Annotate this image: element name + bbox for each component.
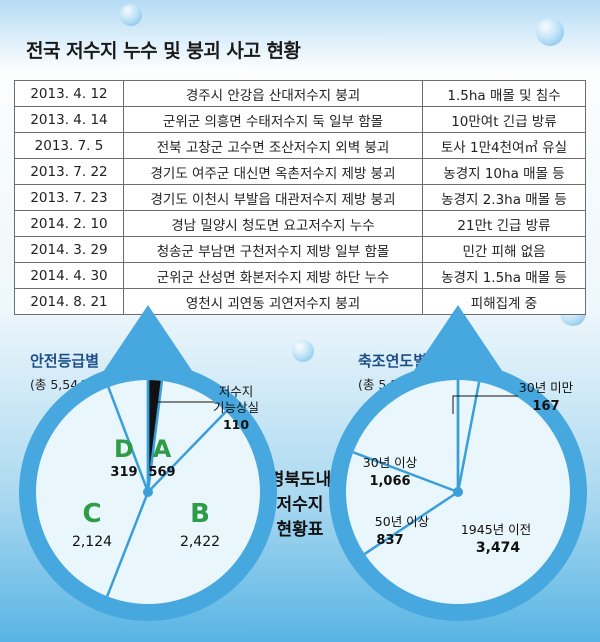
center-title-line: 현황표 <box>276 520 324 540</box>
pie-slice-label: 30년 이상 <box>363 455 418 470</box>
incident-damage: 농경지 2.3ha 매몰 등 <box>422 184 586 211</box>
pie-value-label: 2,124 <box>72 534 112 550</box>
pie-slice-label: D <box>114 435 134 463</box>
incident-table: 2013. 4. 12 경주시 안강읍 산대저수지 붕괴 1.5ha 매몰 및 침수… <box>14 80 586 315</box>
pie-slice-label: C <box>82 499 101 529</box>
incident-description: 경기도 여주군 대신면 옥촌저수지 제방 붕괴 <box>123 158 423 185</box>
pie-center-dot <box>453 487 463 497</box>
center-title-line: 경북도내 <box>268 470 332 490</box>
year-chart-title: 축조연도별 <box>358 352 428 370</box>
pie-slice-divider <box>107 386 150 493</box>
pie-value-label: 2,422 <box>180 534 220 550</box>
pie-slice-label: B <box>190 499 210 529</box>
pie-value-label: 167 <box>532 399 559 414</box>
pie-value-label: 1,066 <box>369 474 410 489</box>
incident-description: 경기도 이천시 부발읍 대관저수지 제방 붕괴 <box>123 184 423 211</box>
pie-slice-label: 1945년 이전 <box>461 522 531 537</box>
pie-center-dot <box>143 487 153 497</box>
table-row: 2013. 7. 5 전북 고창군 고수면 조산저수지 외벽 붕괴 토사 1만4천여… <box>14 132 586 159</box>
pie-value-label: 3,474 <box>476 540 521 556</box>
table-row: 2013. 7. 23 경기도 이천시 부발읍 대관저수지 제방 붕괴 농경지 2.… <box>14 184 586 211</box>
incident-description: 경주시 안강읍 산대저수지 붕괴 <box>123 80 423 107</box>
annotation-leader <box>151 401 214 420</box>
incident-damage: 1.5ha 매몰 및 침수 <box>422 80 586 107</box>
incident-date: 2013. 4. 14 <box>14 106 124 133</box>
table-row: 2013. 7. 22 경기도 여주군 대신면 옥촌저수지 제방 붕괴 농경지 10… <box>14 158 586 185</box>
table-row: 2014. 4. 30 군위군 산성면 화본저수지 제방 하단 누수 농경지 1.5… <box>14 262 586 289</box>
pie-slice-label: 30년 미만 <box>519 380 574 395</box>
pie-slice-divider <box>456 381 481 493</box>
grade-chart-title: 안전등급별 <box>30 352 100 370</box>
pie-value-label: 569 <box>148 465 175 480</box>
water-drop-decoration <box>536 18 564 46</box>
pie-value-label: 110 <box>223 417 249 432</box>
annotation-text: 저수지 <box>219 384 254 399</box>
table-row: 2013. 4. 14 군위군 의흥면 수태저수지 둑 일부 함몰 10만여t 긴급… <box>14 106 586 133</box>
water-drop-decoration <box>120 4 142 26</box>
incident-description: 군위군 의흥면 수태저수지 둑 일부 함몰 <box>123 106 423 133</box>
water-drop-decoration <box>292 340 314 362</box>
annotation-leader <box>452 395 518 414</box>
incident-date: 2013. 7. 5 <box>14 132 124 159</box>
incident-date: 2013. 7. 22 <box>14 158 124 185</box>
incident-damage: 토사 1만4천여㎥ 유실 <box>422 132 586 159</box>
table-row: 2014. 2. 10 경남 밀양시 청도면 요고저수지 누수 21만t 긴급 방류 <box>14 210 586 237</box>
table-row: 2014. 8. 21 영천시 괴연동 괴연저수지 붕괴 피해집계 중 <box>14 288 586 315</box>
pie-slice-divider <box>147 410 227 493</box>
pie-value-label: 319 <box>110 465 137 480</box>
center-title-line: 저수지 <box>276 495 324 515</box>
pie-slice-divider <box>364 490 459 555</box>
incident-date: 2014. 2. 10 <box>14 210 124 237</box>
pie-slice-divider <box>106 491 150 597</box>
incident-description: 영천시 괴연동 괴연저수지 붕괴 <box>123 288 423 315</box>
incident-date: 2013. 7. 23 <box>14 184 124 211</box>
table-row: 2013. 4. 12 경주시 안강읍 산대저수지 붕괴 1.5ha 매몰 및 침수 <box>14 80 586 107</box>
pie-slice-label: A <box>153 435 172 463</box>
center-title: 경북도내 저수지 현황표 <box>250 468 350 543</box>
incident-description: 경남 밀양시 청도면 요고저수지 누수 <box>123 210 423 237</box>
incident-damage: 21만t 긴급 방류 <box>422 210 586 237</box>
pie-slice-label: 50년 이상 <box>375 514 430 529</box>
pie-value-label: 837 <box>376 533 403 548</box>
incident-description: 군위군 산성면 화본저수지 제방 하단 누수 <box>123 262 423 289</box>
incident-damage: 피해집계 중 <box>422 288 586 315</box>
incident-date: 2014. 3. 29 <box>14 236 124 263</box>
pie-slice-divider <box>146 380 164 493</box>
water-wave-header <box>0 0 600 70</box>
annotation-text: 기능상실 <box>213 400 259 415</box>
pie-slice-divider <box>352 451 459 494</box>
incident-damage: 농경지 1.5ha 매몰 등 <box>422 262 586 289</box>
page-title: 전국 저수지 누수 및 붕괴 사고 현황 <box>26 40 301 62</box>
